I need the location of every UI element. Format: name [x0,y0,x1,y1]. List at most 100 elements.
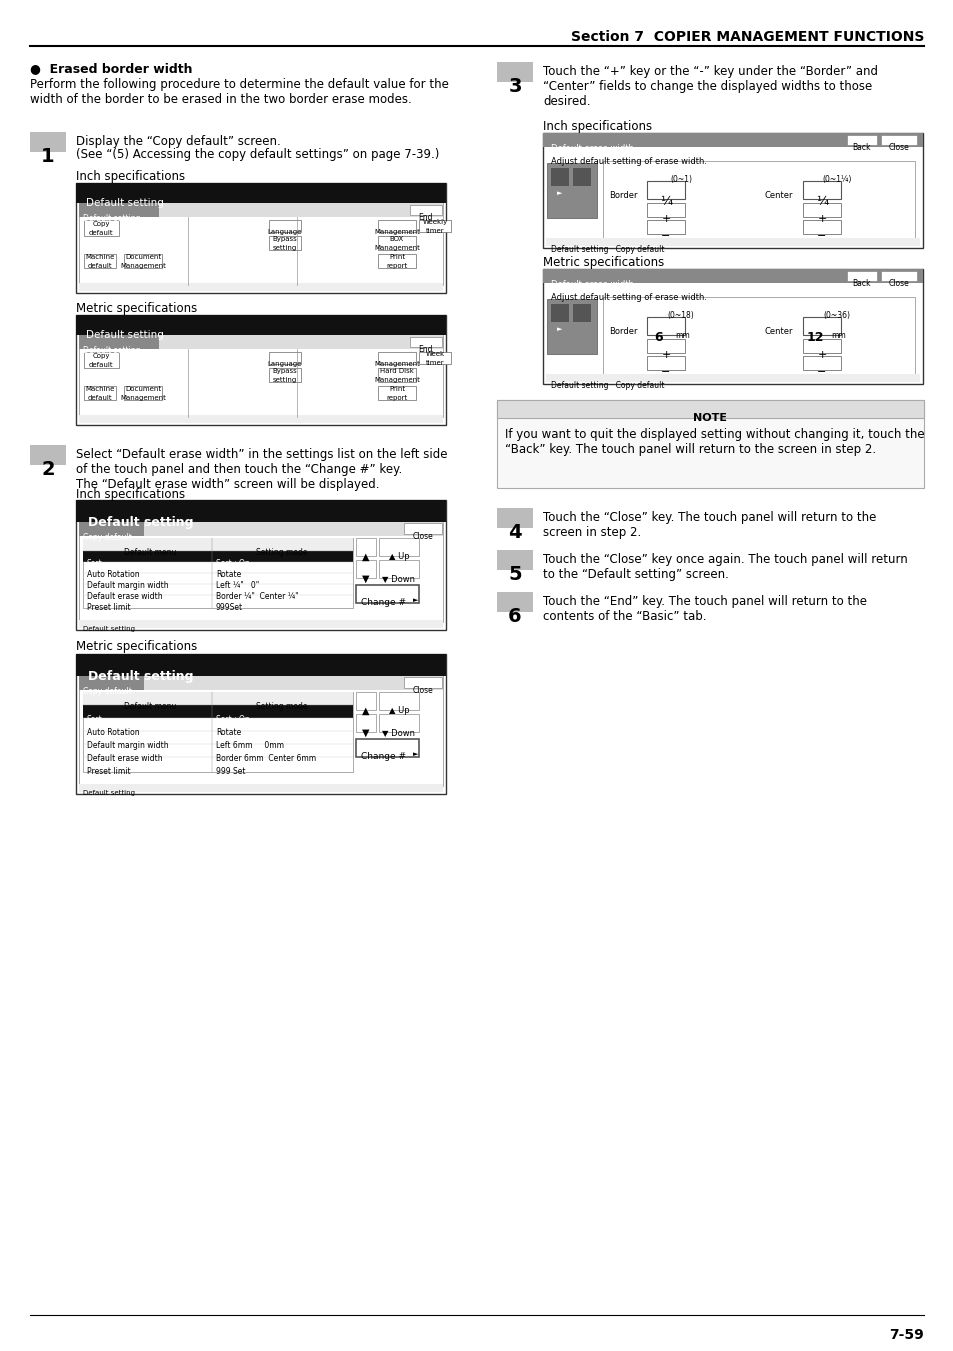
Bar [269,367,301,382]
Bar [76,654,446,676]
Text: Border: Border [608,190,637,200]
Bar [76,654,446,794]
Text: Management: Management [374,230,419,235]
Text: ▲ Up: ▲ Up [388,707,409,715]
Bar [802,181,841,199]
Text: Rotate: Rotate [215,728,241,738]
Bar [79,282,442,290]
Text: ►: ► [413,751,418,757]
Bar [79,203,442,218]
Text: Touch the “End” key. The touch panel will return to the
contents of the “Basic” : Touch the “End” key. The touch panel wil… [542,594,866,623]
Bar [573,304,590,322]
Text: default: default [89,362,113,367]
Bar [269,353,301,363]
Text: (0~1): (0~1) [669,176,691,184]
Bar [377,386,416,400]
Bar [646,357,684,370]
Text: Machine: Machine [85,254,114,259]
Text: ►: ► [557,326,562,332]
Text: 6: 6 [654,331,662,345]
Text: Copy: Copy [92,222,110,227]
Text: Center: Center [764,190,793,200]
Bar [497,508,533,528]
Text: Preset limit: Preset limit [87,767,131,775]
Bar [83,705,353,717]
Text: Adjust default setting of erase width.: Adjust default setting of erase width. [551,293,706,303]
Text: Copy: Copy [92,353,110,359]
Text: Back: Back [852,143,870,153]
Text: Default setting: Default setting [83,790,135,796]
Text: ▼ Down: ▼ Down [382,574,416,584]
Bar [269,236,301,250]
Text: Default margin width: Default margin width [87,740,169,750]
Text: 7-59: 7-59 [888,1328,923,1342]
Text: Change #: Change # [361,598,406,607]
Bar [30,132,66,153]
Text: ▼: ▼ [362,574,370,584]
Text: Section 7  COPIER MANAGEMENT FUNCTIONS: Section 7 COPIER MANAGEMENT FUNCTIONS [570,30,923,45]
Bar [403,677,441,688]
Bar [83,692,353,771]
Bar [269,220,301,232]
Text: Sort : On: Sort : On [215,715,250,724]
Text: Default setting · Copy default: Default setting · Copy default [551,381,664,390]
Bar [83,538,353,608]
Bar [79,521,442,621]
Bar [802,339,841,353]
Text: Machine: Machine [85,386,114,392]
Bar [355,538,375,557]
Bar [646,339,684,353]
Bar [84,254,116,267]
Bar [497,550,533,570]
Bar [76,182,446,293]
Bar [880,272,916,281]
Text: timer: timer [425,228,444,234]
Text: Inch specifications: Inch specifications [76,170,185,182]
Bar [497,400,923,488]
Text: Default erase width: Default erase width [87,754,162,763]
Bar [84,353,119,367]
Bar [79,676,442,786]
Text: ▼ Down: ▼ Down [382,728,416,738]
Bar [377,254,416,267]
Bar [410,205,441,215]
Text: +: + [660,213,670,224]
Text: Left ¼"   0": Left ¼" 0" [215,581,259,590]
Text: Auto Rotation: Auto Rotation [87,570,139,580]
Text: report: report [386,394,407,401]
Text: Management: Management [120,263,166,269]
Bar [542,132,923,147]
Bar [378,713,418,732]
Bar [545,238,919,246]
Bar [30,444,66,465]
Text: (0~1¼): (0~1¼) [821,176,851,184]
Bar [83,538,353,551]
Bar [79,676,144,690]
Text: Default setting: Default setting [88,516,193,530]
Text: 999Set: 999Set [215,603,243,612]
Text: Default setting: Default setting [83,346,140,355]
Bar [545,374,919,382]
Bar [79,415,442,423]
Text: Language: Language [268,230,302,235]
Bar [76,500,446,521]
Bar [83,551,353,562]
Bar [355,561,375,578]
Bar [84,220,119,236]
Bar [846,135,876,145]
Text: ▲: ▲ [362,707,370,716]
Text: Back: Back [852,280,870,288]
Text: Bypass: Bypass [273,236,297,242]
Bar [79,620,442,628]
Text: Display the “Copy default” screen.: Display the “Copy default” screen. [76,135,280,149]
Text: Default setting: Default setting [83,626,135,632]
Text: +: + [817,350,826,359]
Text: Sort: Sort [87,559,103,567]
Text: Select “Default erase width” in the settings list on the left side
of the touch : Select “Default erase width” in the sett… [76,449,447,490]
Text: 4: 4 [508,523,521,542]
Bar [79,521,144,536]
Text: default: default [89,230,113,236]
Bar [403,523,441,534]
Text: Document: Document [125,254,161,259]
Bar [355,713,375,732]
